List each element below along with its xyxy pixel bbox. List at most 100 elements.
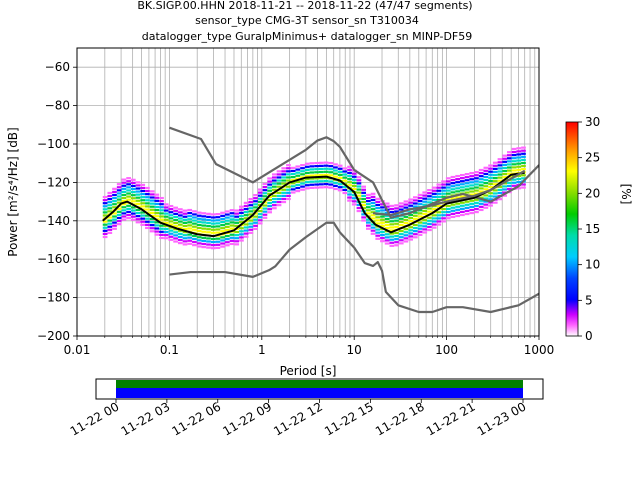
heatmap-cell <box>417 203 423 206</box>
heatmap-cell <box>450 188 456 191</box>
heatmap-cell <box>333 187 338 191</box>
heatmap-cell <box>309 168 315 171</box>
heatmap-cell <box>145 214 150 217</box>
heatmap-cell <box>389 229 395 232</box>
heatmap-cell <box>295 189 301 193</box>
heatmap-cell <box>497 173 503 176</box>
heatmap-cell <box>347 196 352 199</box>
heatmap-cell <box>159 196 164 200</box>
heatmap-cell <box>450 209 456 212</box>
heatmap-cell <box>445 186 451 189</box>
heatmap-cell <box>445 214 451 217</box>
heatmap-cell <box>370 201 376 205</box>
heatmap-cell <box>398 239 404 242</box>
heatmap-cell <box>102 220 108 223</box>
heatmap-cell <box>351 197 357 200</box>
heatmap-cell <box>478 168 484 172</box>
heatmap-cell <box>474 171 479 174</box>
heatmap-cell <box>290 172 296 176</box>
y-axis-label: Power [m²/s⁴/Hz] [dB] <box>6 127 20 256</box>
heatmap-cell <box>290 166 296 169</box>
heatmap-cell <box>323 173 329 176</box>
heatmap-cell <box>116 183 122 186</box>
heatmap-cell <box>497 198 503 201</box>
heatmap-cell <box>177 235 183 239</box>
heatmap-cell <box>389 235 395 238</box>
heatmap-cell <box>455 208 461 211</box>
heatmap-cell <box>314 161 319 165</box>
heatmap-cell <box>347 181 352 184</box>
heatmap-cell <box>206 240 211 243</box>
heatmap-cell <box>145 217 150 220</box>
heatmap-cell <box>361 194 366 198</box>
heatmap-cell <box>370 226 376 229</box>
heatmap-cell <box>309 174 315 177</box>
heatmap-cell <box>455 181 461 184</box>
colorbar-tick-label: 10 <box>585 258 600 272</box>
heatmap-cell <box>445 183 451 186</box>
heatmap-cell <box>464 200 470 203</box>
heatmap-cell <box>286 164 291 167</box>
heatmap-cell <box>375 197 381 200</box>
heatmap-cell <box>121 209 127 212</box>
heatmap-cell <box>243 226 249 229</box>
heatmap-cell <box>328 183 334 186</box>
heatmap-cell <box>464 172 470 176</box>
heatmap-cell <box>135 211 141 215</box>
heatmap-cell <box>431 208 437 211</box>
heatmap-cell <box>483 197 489 200</box>
heatmap-cell <box>478 184 484 187</box>
heatmap-cell <box>210 225 216 228</box>
heatmap-cell <box>318 186 324 189</box>
heatmap-cell <box>286 188 291 191</box>
heatmap-cell <box>474 180 479 183</box>
heatmap-cell <box>140 183 146 186</box>
heatmap-cell <box>431 195 437 199</box>
heatmap-cell <box>370 211 376 214</box>
heatmap-cell <box>427 210 432 213</box>
heatmap-cell <box>112 212 117 215</box>
heatmap-cell <box>380 218 385 221</box>
heatmap-cell <box>488 179 493 183</box>
heatmap-cell <box>234 218 240 221</box>
heatmap-cell <box>304 165 310 168</box>
heatmap-cell <box>257 200 263 203</box>
heatmap-cell <box>229 221 235 224</box>
heatmap-cell <box>417 227 423 230</box>
secondary-line-line <box>372 169 526 217</box>
heatmap-cell <box>394 231 399 235</box>
heatmap-cell <box>389 207 395 211</box>
heatmap-cell <box>173 221 178 225</box>
heatmap-cell <box>408 198 413 201</box>
heatmap-cell <box>365 218 371 221</box>
heatmap-cell <box>304 181 310 184</box>
heatmap-cell <box>257 219 263 222</box>
x-axis-ticks: 0.01 0.1 1 10 100 1000 <box>64 336 554 357</box>
heatmap-cell <box>408 201 413 204</box>
heatmap-cell <box>497 164 503 167</box>
heatmap-cell <box>431 189 437 192</box>
heatmap-cell <box>427 225 432 229</box>
heatmap-cell <box>403 237 409 240</box>
heatmap-cell <box>318 183 324 186</box>
heatmap-cell <box>469 181 475 184</box>
heatmap-cell <box>116 210 122 213</box>
heatmap-cell <box>276 197 282 201</box>
heatmap-cell <box>135 181 141 184</box>
heatmap-cell <box>333 166 338 169</box>
heatmap-cell <box>361 216 366 219</box>
heatmap-cell <box>314 183 319 186</box>
heatmap-cell <box>135 215 141 218</box>
heatmap-cell <box>389 241 395 244</box>
heatmap-cell <box>417 193 423 197</box>
heatmap-cell <box>281 191 287 194</box>
heatmap-cell <box>417 212 423 215</box>
heatmap-cell <box>398 208 404 211</box>
heatmap-cell <box>290 182 296 185</box>
heatmap-cell <box>511 181 517 184</box>
heatmap-cell <box>431 226 437 229</box>
heatmap-cell <box>215 243 221 246</box>
heatmap-cell <box>239 233 244 236</box>
y-tick-label: −140 <box>37 214 70 228</box>
heatmap-cell <box>253 221 258 224</box>
